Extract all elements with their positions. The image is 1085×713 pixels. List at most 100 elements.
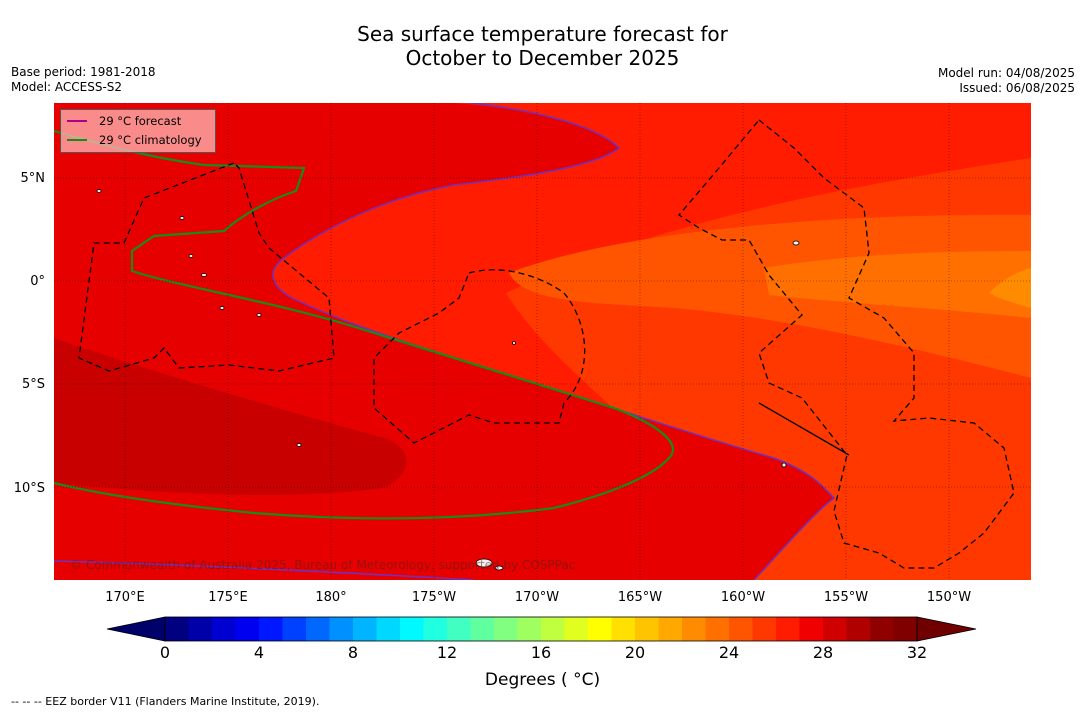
sst-fill-25-core (989, 268, 1031, 308)
lon-label-155w: 155°W (823, 590, 869, 605)
island (179, 216, 185, 220)
colorbar-segment (423, 617, 448, 641)
colorbar-segment (306, 617, 330, 641)
island (781, 462, 787, 468)
colorbar-segment (846, 617, 871, 641)
legend-climatology: 29 °C climatology (67, 132, 202, 148)
lon-label-160w: 160°W (720, 590, 766, 605)
colorbar-tick-label: 0 (159, 643, 171, 662)
colorbar-segment (776, 617, 800, 641)
colorbar-segment (188, 617, 213, 641)
contour-29-climatology (54, 129, 674, 520)
colorbar (106, 616, 977, 642)
island (512, 341, 516, 345)
colorbar-segment (212, 617, 236, 641)
island (475, 558, 493, 568)
meta-left: Base period: 1981-2018 Model: ACCESS-S2 (11, 65, 156, 95)
colorbar-tick-label: 8 (347, 643, 359, 662)
island (201, 273, 207, 277)
island (96, 189, 102, 193)
meta-right: Model run: 04/08/2025 Issued: 06/08/2025 (938, 66, 1075, 96)
colorbar-segment (165, 617, 189, 641)
islands (96, 189, 800, 571)
model-name: Model: ACCESS-S2 (11, 80, 123, 94)
issued-date: Issued: 06/08/2025 (959, 81, 1075, 95)
lon-label-175e: 175°E (208, 590, 248, 605)
copyright-notice: © Commonwealth of Australia 2025, Bureau… (70, 558, 576, 572)
lon-label-175w: 175°W (411, 590, 457, 605)
colorbar-segment (447, 617, 471, 641)
colorbar-segment (541, 617, 565, 641)
title-line-1: Sea surface temperature forecast for (357, 22, 728, 46)
eez-west (78, 162, 335, 372)
sst-map (54, 103, 1031, 580)
colorbar-segment (729, 617, 753, 641)
footer-note: -- -- -- EEZ border V11 (Flanders Marine… (11, 695, 320, 708)
legend-forecast: 29 °C forecast (67, 113, 181, 129)
colorbar-segment (282, 617, 307, 641)
contour-29-forecast-north (272, 103, 836, 580)
island (256, 313, 262, 317)
colorbar-segment (870, 617, 894, 641)
forecast-swatch (67, 120, 87, 122)
title-line-2: October to December 2025 (405, 46, 680, 70)
colorbar-segment (353, 617, 377, 641)
colorbar-segment (893, 617, 918, 641)
contour-29-forecast-south (54, 560, 475, 580)
colorbar-segment (470, 617, 495, 641)
lon-label-150w: 150°W (926, 590, 972, 605)
chart-title: Sea surface temperature forecast for Oct… (0, 22, 1085, 70)
eez-central (373, 269, 586, 444)
colorbar-segment (635, 617, 659, 641)
eez-line-solid (758, 402, 850, 456)
colorbar-tick-label: 20 (624, 643, 646, 662)
colorbar-segment (517, 617, 542, 641)
colorbar-segment (588, 617, 612, 641)
lon-label-170e: 170°E (105, 590, 145, 605)
colorbar-segment (235, 617, 260, 641)
lat-label-0: 0° (30, 274, 45, 289)
colorbar-segment (259, 617, 283, 641)
island (792, 240, 800, 246)
model-run-date: Model run: 04/08/2025 (937, 66, 1075, 80)
lat-label-5s: 5°S (21, 377, 45, 392)
colorbar-label: Degrees ( °C) (484, 670, 601, 690)
colorbar-segment (400, 617, 424, 641)
colorbar-segment (658, 617, 683, 641)
legend: 29 °C forecast 29 °C climatology (60, 109, 216, 153)
base-period: Base period: 1981-2018 (11, 65, 156, 79)
legend-climatology-label: 29 °C climatology (99, 133, 202, 147)
climatology-swatch (67, 139, 87, 141)
colorbar-segment (752, 617, 777, 641)
sst-fill-25-band (764, 251, 1031, 318)
colorbar-segment (494, 617, 518, 641)
legend-forecast-label: 29 °C forecast (99, 114, 182, 128)
lon-label-165w: 165°W (617, 590, 663, 605)
island (296, 443, 302, 447)
colorbar-segment (611, 617, 636, 641)
colorbar-tick-label: 32 (906, 643, 928, 662)
colorbar-segment (823, 617, 847, 641)
colorbar-segment (705, 617, 730, 641)
lon-label-180: 180° (315, 590, 347, 605)
island (219, 306, 225, 310)
colorbar-tick-label: 28 (812, 643, 834, 662)
colorbar-segment (329, 617, 354, 641)
colorbar-tick-label: 4 (253, 643, 265, 662)
colorbar-tick-label: 24 (718, 643, 740, 662)
colorbar-segment (564, 617, 589, 641)
eez-borders (78, 119, 1015, 569)
island (188, 254, 194, 258)
colorbar-segment (682, 617, 706, 641)
colorbar-segment (376, 617, 401, 641)
colorbar-max-extend (916, 616, 977, 642)
eez-northeast (678, 119, 1015, 569)
lon-label-170w: 170°W (514, 590, 560, 605)
colorbar-frame (164, 616, 918, 642)
colorbar-segment (799, 617, 824, 641)
lat-label-5n: 5°N (20, 171, 46, 186)
island (494, 565, 504, 571)
colorbar-tick-label: 16 (530, 643, 552, 662)
sst-fill-30 (54, 338, 407, 495)
graticule (54, 103, 1031, 580)
